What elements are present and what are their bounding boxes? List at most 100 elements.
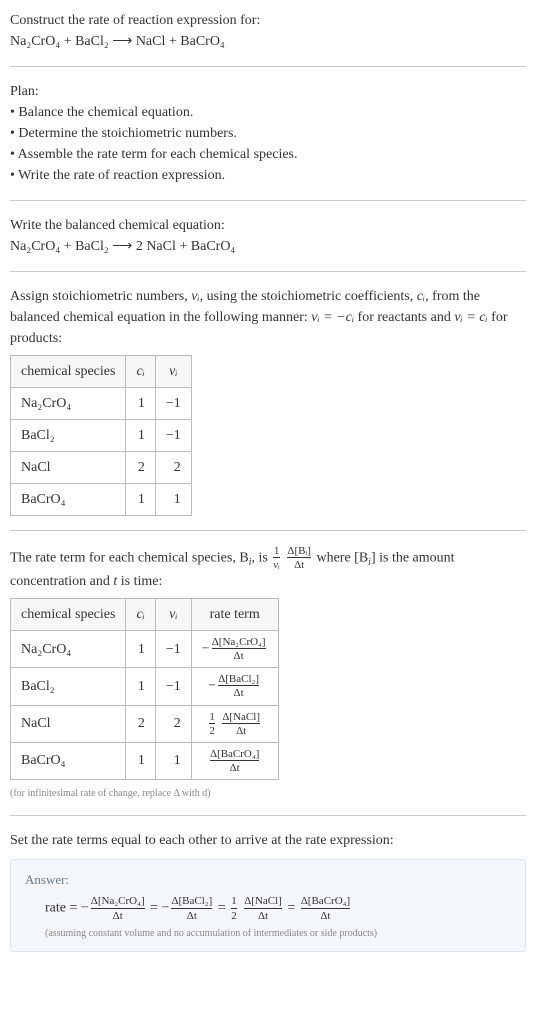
- stoich-table: chemical species cᵢ νᵢ Na₂CrO₄ 1 −1 BaCl…: [10, 355, 192, 516]
- assign-b: , using the stoichiometric coefficients,: [200, 289, 417, 304]
- term-frac: Δ[Na₂CrO₄]Δt: [212, 636, 266, 662]
- frac-num: 1: [231, 895, 237, 907]
- cell-rateterm: Δ[BaCrO₄]Δt: [191, 742, 278, 779]
- cell-species: Na₂CrO₄: [11, 388, 126, 420]
- divider: [10, 66, 526, 67]
- table-header-row: chemical species cᵢ νᵢ: [11, 356, 192, 388]
- frac-den: Δt: [171, 908, 212, 922]
- cell-ci: 2: [126, 452, 155, 484]
- divider: [10, 815, 526, 816]
- term-frac: Δ[NaCl]Δt: [222, 711, 260, 737]
- frac-den: Δt: [301, 908, 350, 922]
- term-bacro: Δ[BaCrO₄]Δt: [301, 895, 350, 921]
- cell-rateterm: −Δ[Na₂CrO₄]Δt: [191, 631, 278, 668]
- frac-den: Δt: [222, 723, 260, 737]
- final-intro: Set the rate terms equal to each other t…: [10, 830, 526, 851]
- rt-e: is time:: [117, 574, 162, 589]
- table-row: NaCl 2 2 12 Δ[NaCl]Δt: [11, 705, 279, 742]
- cell-vi: 1: [155, 484, 191, 516]
- cell-vi: −1: [155, 388, 191, 420]
- frac-num: Δ[BaCl₂]: [171, 895, 212, 907]
- equation-balanced: Na₂CrO₄ + BaCl₂ ⟶ 2 NaCl + BaCrO₄: [10, 236, 526, 257]
- cell-vi: 2: [155, 705, 191, 742]
- cell-species: NaCl: [11, 452, 126, 484]
- answer-label: Answer:: [25, 870, 511, 890]
- equals: =: [287, 901, 298, 916]
- frac-den: Δt: [210, 760, 259, 774]
- frac-den: 2: [231, 908, 237, 922]
- rate-term-table: chemical species cᵢ νᵢ rate term Na₂CrO₄…: [10, 598, 279, 780]
- cell-ci: 1: [126, 631, 155, 668]
- term-na: Δ[Na₂CrO₄]Δt: [91, 895, 145, 921]
- nu-i: νᵢ: [191, 289, 199, 304]
- rt-a: The rate term for each chemical species,…: [10, 550, 249, 565]
- assign-a: Assign stoichiometric numbers,: [10, 289, 191, 304]
- plan-title: Plan:: [10, 81, 526, 102]
- frac-num: Δ[BaCrO₄]: [210, 748, 259, 760]
- frac-num: Δ[Na₂CrO₄]: [212, 636, 266, 648]
- col-ci: cᵢ: [126, 356, 155, 388]
- nu-eq-neg-c: νᵢ = −cᵢ: [311, 310, 354, 325]
- frac-num: Δ[Na₂CrO₄]: [91, 895, 145, 907]
- cell-species: NaCl: [11, 705, 126, 742]
- rateterm-paragraph: The rate term for each chemical species,…: [10, 545, 526, 592]
- frac-num: 1: [273, 545, 280, 557]
- assume-note: (assuming constant volume and no accumul…: [45, 926, 511, 941]
- balanced-intro: Write the balanced chemical equation:: [10, 215, 526, 236]
- answer-box: Answer: rate = −Δ[Na₂CrO₄]Δt = −Δ[BaCl₂]…: [10, 859, 526, 952]
- cell-vi: 2: [155, 452, 191, 484]
- frac-den: Δt: [218, 685, 259, 699]
- col-rateterm: rate term: [191, 599, 278, 631]
- rate-expression: rate = −Δ[Na₂CrO₄]Δt = −Δ[BaCl₂]Δt = 12 …: [45, 895, 511, 921]
- cell-vi: −1: [155, 420, 191, 452]
- col-vi: νᵢ: [155, 356, 191, 388]
- frac-num: Δ[BaCl₂]: [218, 673, 259, 685]
- cell-vi: 1: [155, 742, 191, 779]
- table-row: BaCl₂ 1 −1: [11, 420, 192, 452]
- half-frac: 12: [231, 895, 237, 921]
- equation-unbalanced: Na₂CrO₄ + BaCl₂ ⟶ NaCl + BaCrO₄: [10, 31, 526, 52]
- cell-vi: −1: [155, 668, 191, 705]
- cell-ci: 1: [126, 742, 155, 779]
- table-row: Na₂CrO₄ 1 −1 −Δ[Na₂CrO₄]Δt: [11, 631, 279, 668]
- neg-sign: −: [208, 679, 216, 694]
- term-ba: Δ[BaCl₂]Δt: [171, 895, 212, 921]
- cell-ci: 1: [126, 420, 155, 452]
- frac-num: 1: [209, 711, 215, 723]
- rate-word: rate =: [45, 901, 81, 916]
- divider: [10, 200, 526, 201]
- term-nacl: Δ[NaCl]Δt: [244, 895, 282, 921]
- table-row: BaCrO₄ 1 1 Δ[BaCrO₄]Δt: [11, 742, 279, 779]
- infinitesimal-note: (for infinitesimal rate of change, repla…: [10, 786, 526, 801]
- cell-species: BaCl₂: [11, 668, 126, 705]
- table-header-row: chemical species cᵢ νᵢ rate term: [11, 599, 279, 631]
- frac-num: Δ[NaCl]: [244, 895, 282, 907]
- frac-den: Δt: [91, 908, 145, 922]
- cell-ci: 1: [126, 484, 155, 516]
- table-row: BaCl₂ 1 −1 −Δ[BaCl₂]Δt: [11, 668, 279, 705]
- frac-den: Δt: [287, 557, 311, 571]
- col-species: chemical species: [11, 356, 126, 388]
- neg-sign: −: [162, 901, 170, 916]
- rt-c: where [B: [316, 550, 368, 565]
- nu-eq-c: νᵢ = cᵢ: [454, 310, 487, 325]
- heading: Construct the rate of reaction expressio…: [10, 10, 526, 31]
- term-frac: Δ[BaCrO₄]Δt: [210, 748, 259, 774]
- frac-num: Δ[NaCl]: [222, 711, 260, 723]
- cell-rateterm: 12 Δ[NaCl]Δt: [191, 705, 278, 742]
- cell-species: BaCrO₄: [11, 742, 126, 779]
- term-frac: Δ[BaCl₂]Δt: [218, 673, 259, 699]
- assign-paragraph: Assign stoichiometric numbers, νᵢ, using…: [10, 286, 526, 349]
- cell-rateterm: −Δ[BaCl₂]Δt: [191, 668, 278, 705]
- table-row: Na₂CrO₄ 1 −1: [11, 388, 192, 420]
- neg-sign: −: [202, 642, 210, 657]
- neg-sign: −: [81, 901, 89, 916]
- col-ci: cᵢ: [126, 599, 155, 631]
- plan-item-2: • Determine the stoichiometric numbers.: [10, 123, 526, 144]
- delta-bi: Δ[Bᵢ]Δt: [287, 545, 311, 571]
- c-i: cᵢ: [417, 289, 425, 304]
- frac-num: Δ[Bᵢ]: [287, 545, 311, 557]
- divider: [10, 530, 526, 531]
- frac-den: 2: [209, 723, 215, 737]
- cell-species: Na₂CrO₄: [11, 631, 126, 668]
